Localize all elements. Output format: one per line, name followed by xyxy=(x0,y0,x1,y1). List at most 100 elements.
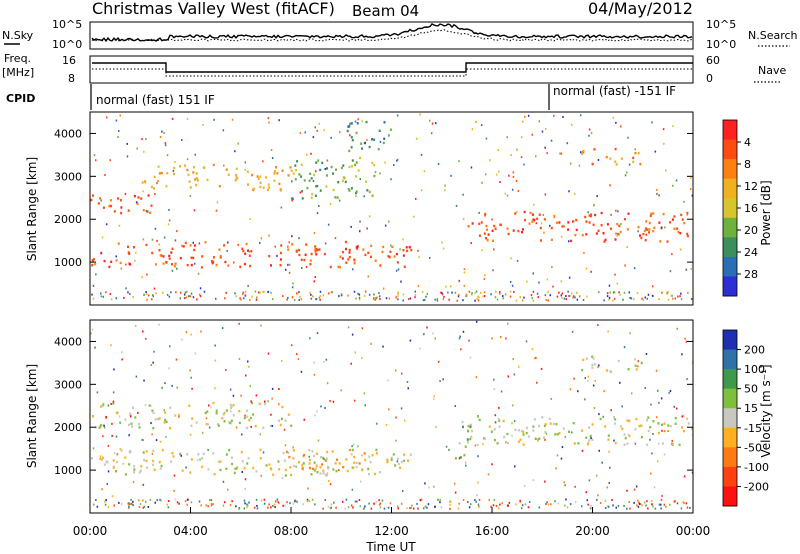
data-cell xyxy=(548,417,551,421)
colorbar-swatch xyxy=(723,486,737,507)
data-cell xyxy=(661,494,663,497)
data-cell xyxy=(468,290,471,293)
data-cell xyxy=(292,502,295,505)
data-cell xyxy=(568,240,570,243)
data-cell xyxy=(483,437,486,440)
data-cell xyxy=(524,503,527,506)
data-cell xyxy=(515,299,518,302)
data-cell xyxy=(197,179,199,182)
cpid-segment-2: normal (fast) -151 IF xyxy=(553,84,676,98)
data-cell xyxy=(201,431,204,434)
data-cell xyxy=(255,394,258,397)
noise-left-tick-high: 10^5 xyxy=(52,18,82,31)
data-cell xyxy=(372,195,374,198)
data-cell xyxy=(214,344,216,347)
data-cell xyxy=(612,504,614,507)
data-cell xyxy=(582,299,585,301)
data-cell xyxy=(303,258,306,262)
data-cell xyxy=(506,136,508,139)
data-cell xyxy=(462,499,465,501)
data-cell xyxy=(373,297,375,300)
data-cell xyxy=(565,498,567,501)
data-cell xyxy=(347,258,350,261)
data-cell xyxy=(517,189,520,192)
data-cell xyxy=(636,504,638,507)
data-cell xyxy=(423,170,426,173)
data-cell xyxy=(356,122,359,125)
data-cell xyxy=(145,138,147,141)
data-cell xyxy=(119,114,121,117)
data-cell xyxy=(279,423,282,427)
colorbar-swatch xyxy=(723,120,737,140)
data-cell xyxy=(483,295,486,297)
data-cell xyxy=(358,462,361,465)
data-cell xyxy=(291,199,293,202)
data-cell xyxy=(358,296,361,299)
data-cell xyxy=(192,296,195,299)
data-cell xyxy=(550,397,552,400)
data-cell xyxy=(587,379,589,382)
data-cell xyxy=(169,345,171,348)
data-cell xyxy=(161,448,164,452)
data-cell xyxy=(511,422,513,425)
data-cell xyxy=(100,199,102,202)
data-cell xyxy=(324,407,326,409)
data-cell xyxy=(157,165,160,168)
data-cell xyxy=(259,433,262,436)
data-cell xyxy=(332,400,335,403)
data-cell xyxy=(315,452,318,455)
data-cell xyxy=(497,149,499,151)
data-cell xyxy=(167,500,170,502)
data-cell xyxy=(101,456,104,459)
data-cell xyxy=(691,427,693,430)
data-cell xyxy=(215,412,218,415)
data-cell xyxy=(244,414,246,417)
data-cell xyxy=(191,387,193,390)
data-cell xyxy=(287,263,289,266)
data-cell xyxy=(462,330,465,333)
data-cell xyxy=(315,253,318,256)
data-cell xyxy=(525,426,528,430)
data-cell xyxy=(606,292,609,295)
data-cell xyxy=(623,505,625,507)
data-cell xyxy=(439,498,441,501)
data-cell xyxy=(212,256,215,259)
freq-left-tick-high: 16 xyxy=(62,54,76,67)
data-cell xyxy=(648,228,651,231)
noise-right-tick-low: 10^0 xyxy=(706,38,736,51)
data-cell xyxy=(550,139,553,142)
data-cell xyxy=(390,244,392,247)
data-cell xyxy=(208,426,211,429)
data-cell xyxy=(262,160,264,163)
colorbar-swatch xyxy=(723,159,737,180)
noise-panel: N.Sky 10^5 10^0 10^5 10^0 N.Search xyxy=(2,18,798,51)
data-cell xyxy=(646,228,649,231)
data-cell xyxy=(657,422,660,425)
data-cell xyxy=(475,500,477,503)
data-cell xyxy=(241,471,243,473)
data-cell xyxy=(670,294,673,297)
data-cell xyxy=(364,290,367,293)
data-cell xyxy=(330,291,333,293)
colorbar-tick-label: -200 xyxy=(744,480,769,493)
data-cell xyxy=(617,233,620,236)
data-cell xyxy=(495,290,497,293)
data-cell xyxy=(373,163,376,167)
data-cell xyxy=(353,443,355,446)
data-cell xyxy=(120,211,123,215)
data-cell xyxy=(353,259,356,262)
data-cell xyxy=(92,284,95,287)
colorbar-swatch xyxy=(723,466,737,487)
data-cell xyxy=(95,426,98,429)
data-cell xyxy=(627,136,629,139)
data-cell xyxy=(314,276,316,278)
data-cell xyxy=(458,160,460,163)
data-cell xyxy=(469,425,472,429)
data-cell xyxy=(154,501,156,504)
data-cell xyxy=(124,456,127,459)
data-cell xyxy=(572,422,575,425)
data-cell xyxy=(332,188,335,192)
data-cell xyxy=(329,400,331,402)
data-cell xyxy=(626,442,629,445)
data-cell xyxy=(165,185,168,188)
